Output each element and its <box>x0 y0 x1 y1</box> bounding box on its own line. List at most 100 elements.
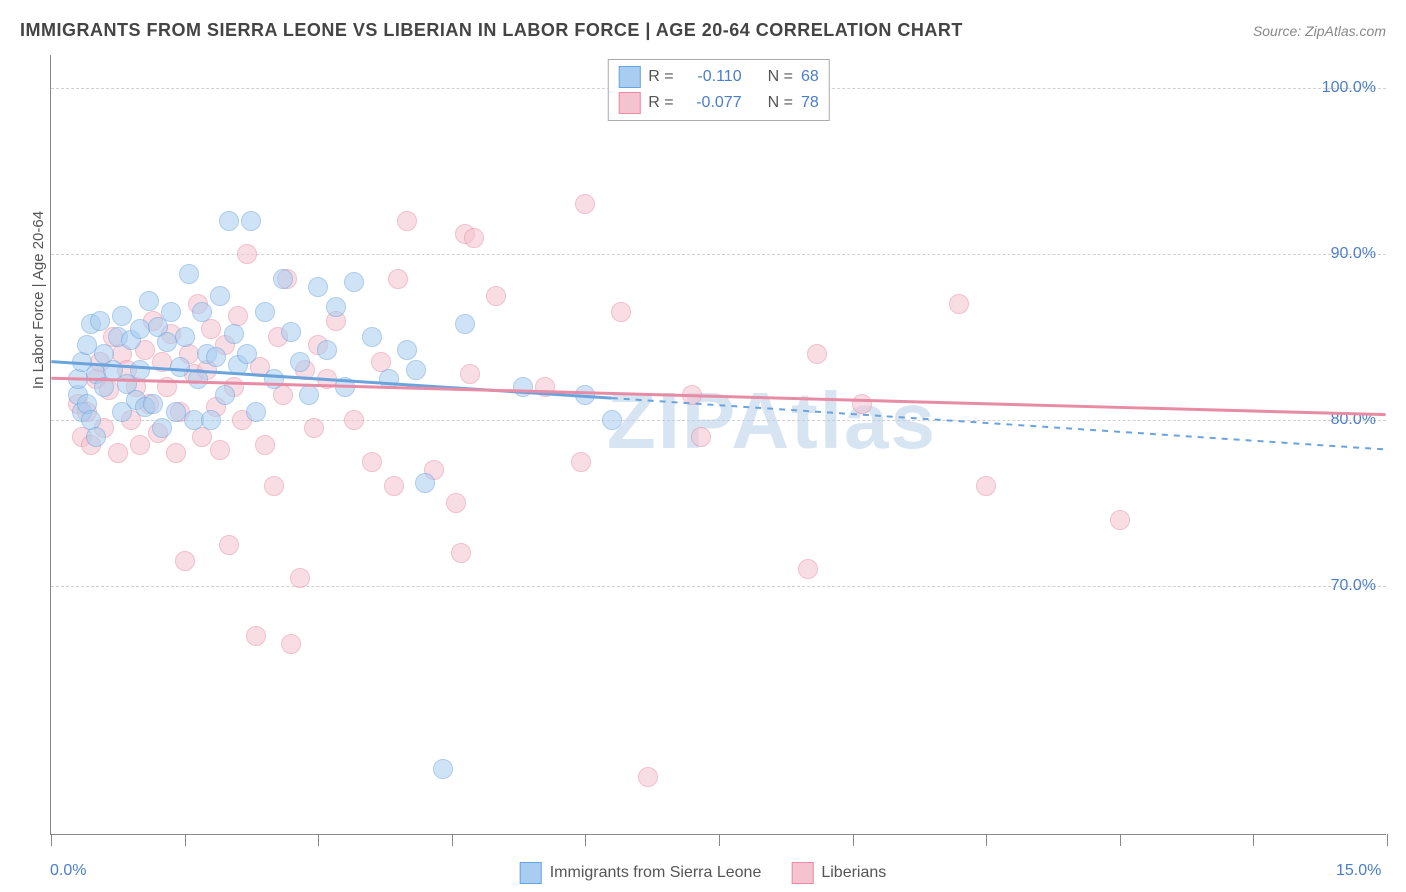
data-point <box>166 443 186 463</box>
n-label: N = <box>768 94 793 112</box>
x-tick <box>853 834 854 846</box>
data-point <box>170 357 190 377</box>
r-label: R = <box>648 68 673 86</box>
data-point <box>108 443 128 463</box>
data-point <box>192 302 212 322</box>
data-point <box>215 385 235 405</box>
swatch-sierra-leone <box>520 862 542 884</box>
data-point <box>290 352 310 372</box>
r-value-sierra-leone: -0.110 <box>682 68 742 86</box>
data-point <box>326 297 346 317</box>
x-tick <box>185 834 186 846</box>
title-bar: IMMIGRANTS FROM SIERRA LEONE VS LIBERIAN… <box>20 20 1386 41</box>
data-point <box>175 327 195 347</box>
x-tick <box>585 834 586 846</box>
data-point <box>1110 510 1130 530</box>
data-point <box>255 435 275 455</box>
plot-area: ZIPAtlas 70.0%80.0%90.0%100.0% R = -0.11… <box>50 55 1386 835</box>
data-point <box>335 377 355 397</box>
gridline <box>51 586 1386 587</box>
legend-item-liberians: Liberians <box>791 862 886 884</box>
data-point <box>575 194 595 214</box>
data-point <box>143 394 163 414</box>
data-point <box>446 493 466 513</box>
data-point <box>344 410 364 430</box>
swatch-liberians <box>618 92 640 114</box>
x-tick <box>1387 834 1388 846</box>
data-point <box>290 568 310 588</box>
data-point <box>397 211 417 231</box>
data-point <box>210 286 230 306</box>
data-point <box>246 402 266 422</box>
n-value-sierra-leone: 68 <box>801 68 819 86</box>
data-point <box>130 360 150 380</box>
data-point <box>228 306 248 326</box>
data-point <box>602 410 622 430</box>
data-point <box>224 324 244 344</box>
data-point <box>388 269 408 289</box>
swatch-liberians <box>791 862 813 884</box>
data-point <box>201 410 221 430</box>
data-point <box>807 344 827 364</box>
x-tick <box>1120 834 1121 846</box>
data-point <box>273 269 293 289</box>
data-point <box>281 634 301 654</box>
data-point <box>464 228 484 248</box>
legend-row-liberians: R = -0.077 N = 78 <box>618 90 818 116</box>
data-point <box>308 277 328 297</box>
data-point <box>255 302 275 322</box>
data-point <box>575 385 595 405</box>
data-point <box>175 551 195 571</box>
data-point <box>281 322 301 342</box>
data-point <box>188 369 208 389</box>
n-label: N = <box>768 68 793 86</box>
data-point <box>433 759 453 779</box>
x-tick-label: 15.0% <box>1336 862 1381 880</box>
data-point <box>112 306 132 326</box>
legend-row-sierra-leone: R = -0.110 N = 68 <box>618 64 818 90</box>
y-tick-label: 100.0% <box>1322 79 1376 97</box>
data-point <box>535 377 555 397</box>
data-point <box>362 452 382 472</box>
data-point <box>406 360 426 380</box>
data-point <box>130 435 150 455</box>
data-point <box>415 473 435 493</box>
r-label: R = <box>648 94 673 112</box>
x-tick <box>719 834 720 846</box>
series-label-liberians: Liberians <box>821 864 886 882</box>
data-point <box>299 385 319 405</box>
data-point <box>219 211 239 231</box>
data-point <box>90 311 110 331</box>
data-point <box>379 369 399 389</box>
data-point <box>210 440 230 460</box>
y-tick-label: 80.0% <box>1331 411 1376 429</box>
data-point <box>455 314 475 334</box>
data-point <box>976 476 996 496</box>
data-point <box>157 377 177 397</box>
data-point <box>139 291 159 311</box>
y-axis-label: In Labor Force | Age 20-64 <box>30 211 47 389</box>
data-point <box>206 347 226 367</box>
data-point <box>264 369 284 389</box>
data-point <box>638 767 658 787</box>
data-point <box>571 452 591 472</box>
chart-title: IMMIGRANTS FROM SIERRA LEONE VS LIBERIAN… <box>20 20 963 41</box>
y-tick-label: 90.0% <box>1331 245 1376 263</box>
data-point <box>691 427 711 447</box>
x-tick <box>318 834 319 846</box>
legend-correlation: R = -0.110 N = 68 R = -0.077 N = 78 <box>607 59 829 121</box>
x-tick <box>51 834 52 846</box>
data-point <box>362 327 382 347</box>
data-point <box>682 385 702 405</box>
swatch-sierra-leone <box>618 66 640 88</box>
x-tick <box>986 834 987 846</box>
data-point <box>384 476 404 496</box>
data-point <box>513 377 533 397</box>
data-point <box>152 418 172 438</box>
source-label: Source: ZipAtlas.com <box>1253 23 1386 39</box>
series-label-sierra-leone: Immigrants from Sierra Leone <box>550 864 762 882</box>
x-tick <box>452 834 453 846</box>
data-point <box>179 264 199 284</box>
data-point <box>451 543 471 563</box>
data-point <box>86 427 106 447</box>
